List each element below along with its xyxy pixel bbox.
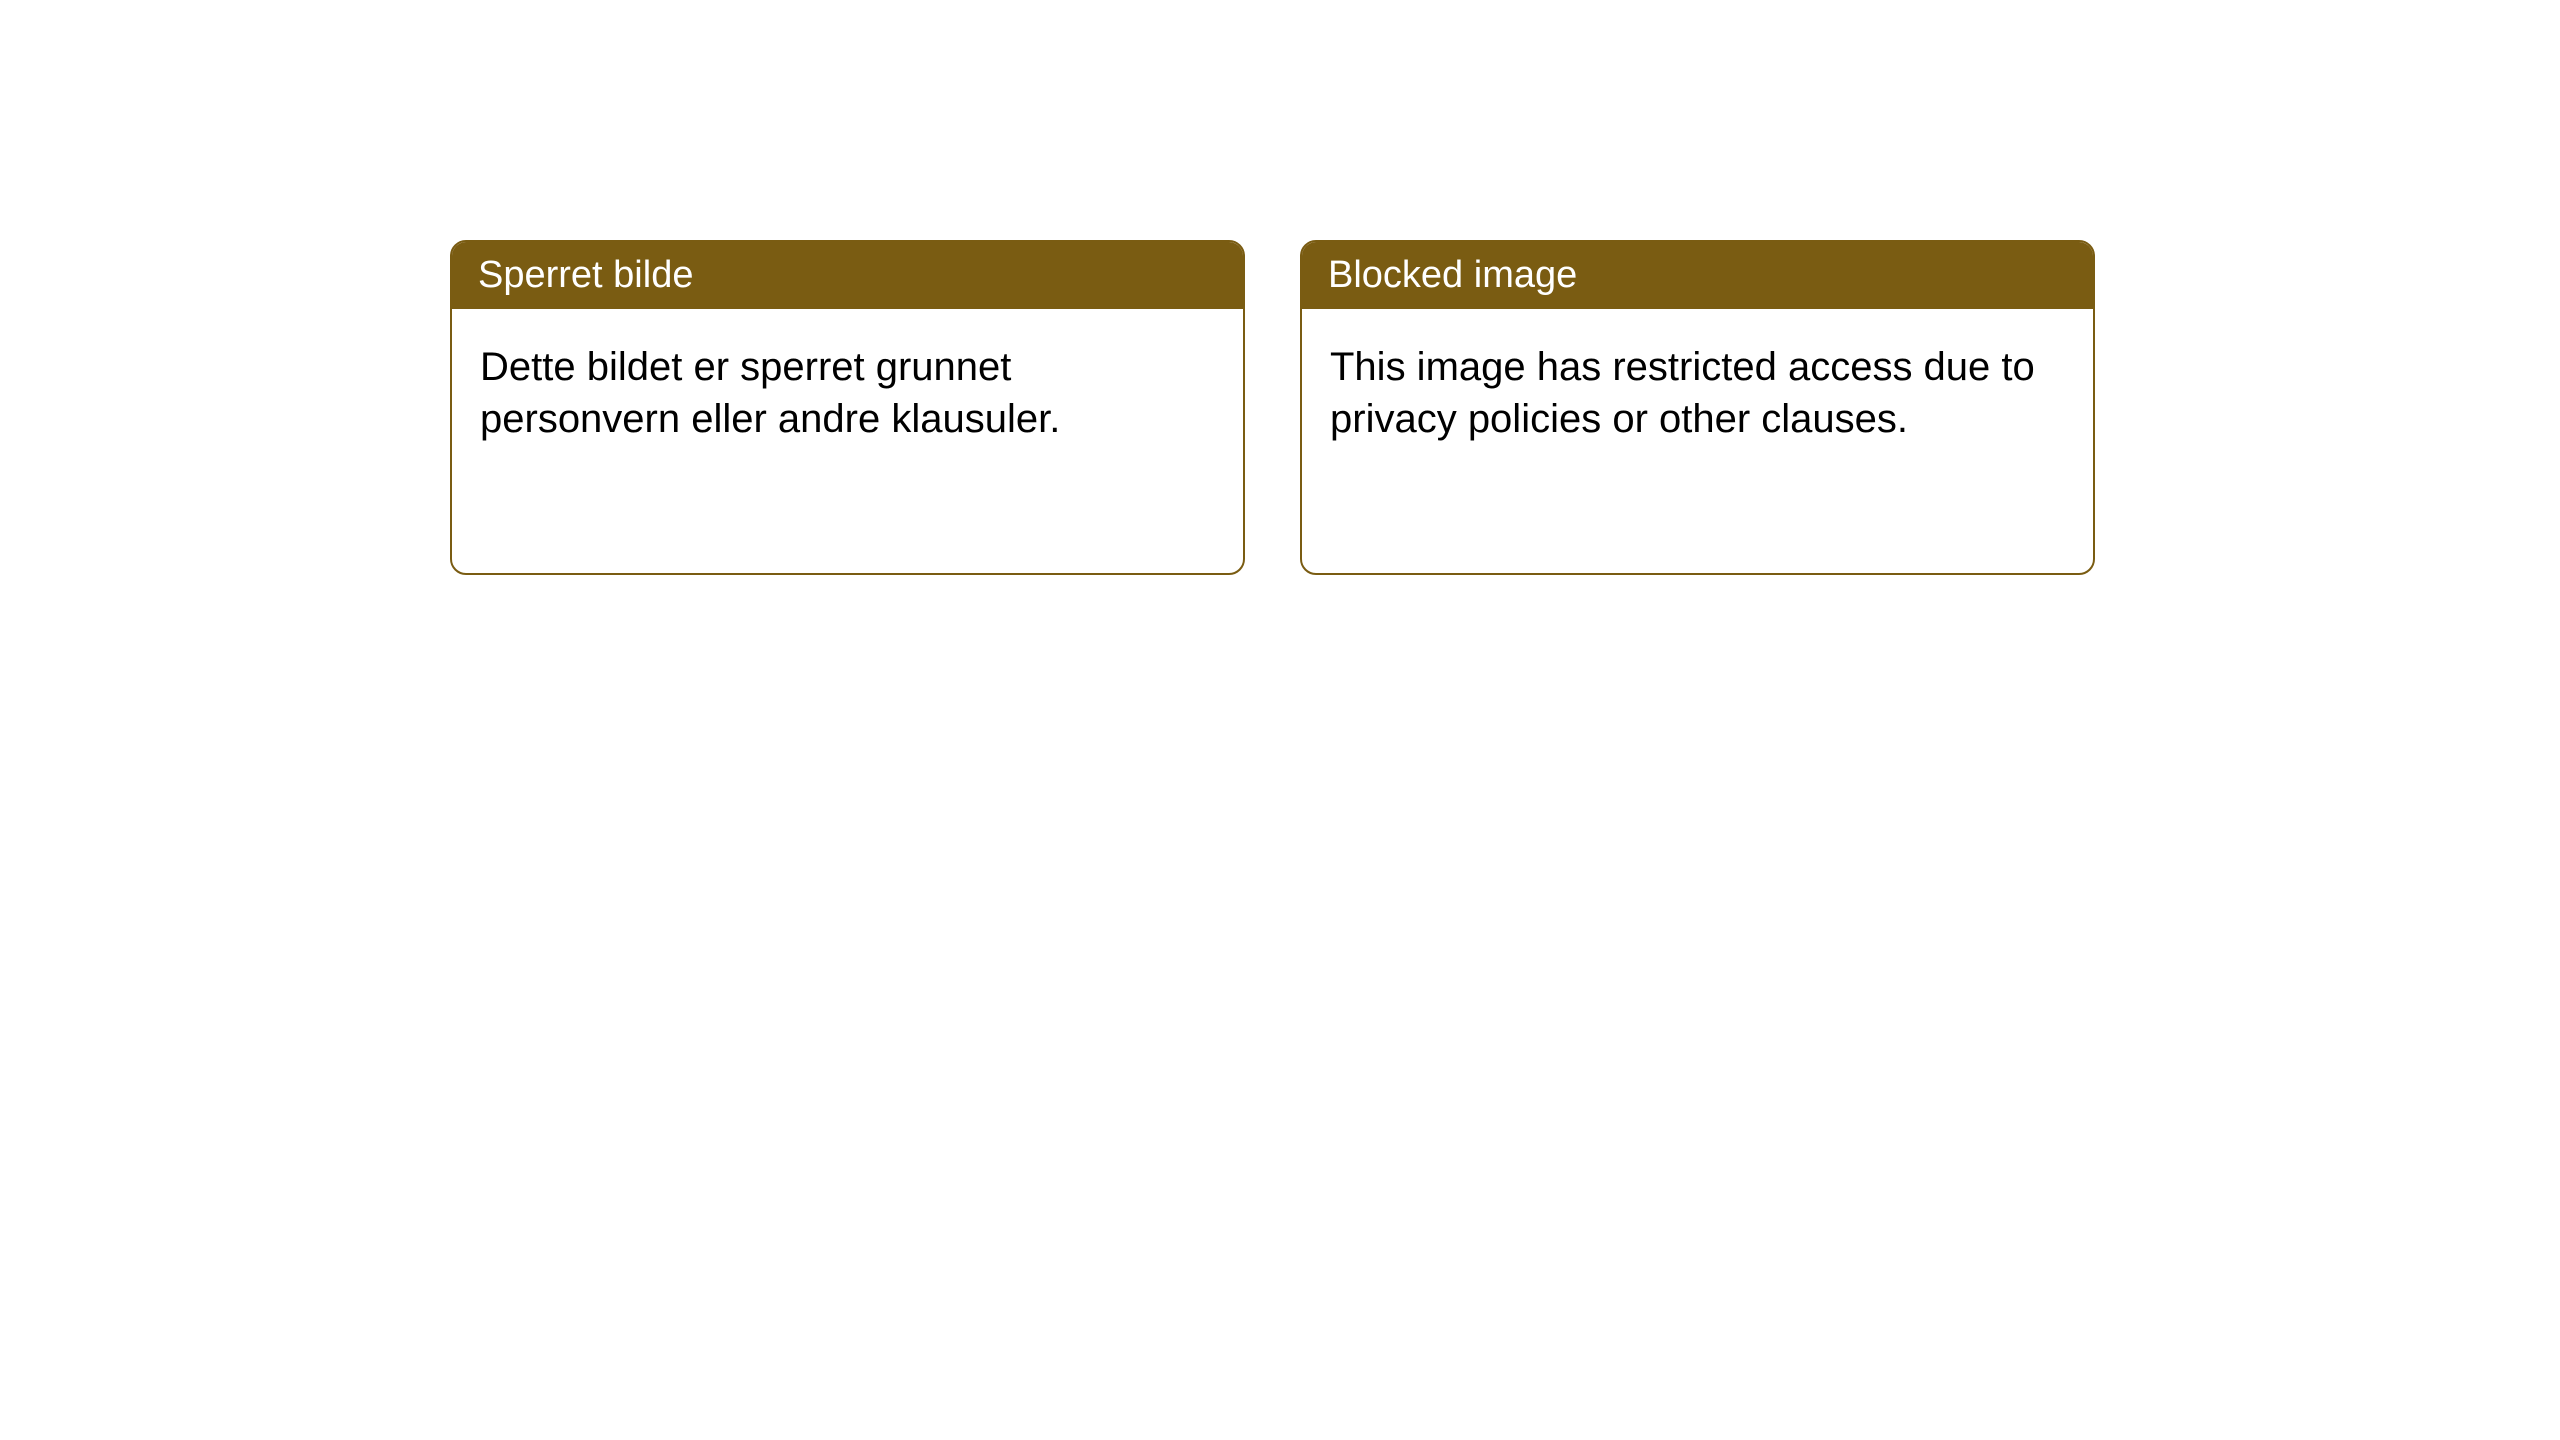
notice-card-container: Sperret bilde Dette bildet er sperret gr… xyxy=(450,240,2095,575)
notice-card-body: This image has restricted access due to … xyxy=(1302,309,2093,477)
notice-card-english: Blocked image This image has restricted … xyxy=(1300,240,2095,575)
notice-card-norwegian: Sperret bilde Dette bildet er sperret gr… xyxy=(450,240,1245,575)
notice-card-message: Dette bildet er sperret grunnet personve… xyxy=(480,345,1060,441)
notice-card-title: Sperret bilde xyxy=(478,254,693,296)
notice-card-title: Blocked image xyxy=(1328,254,1577,296)
notice-card-body: Dette bildet er sperret grunnet personve… xyxy=(452,309,1243,477)
notice-card-header: Sperret bilde xyxy=(452,242,1243,309)
notice-card-header: Blocked image xyxy=(1302,242,2093,309)
notice-card-message: This image has restricted access due to … xyxy=(1330,345,2035,441)
